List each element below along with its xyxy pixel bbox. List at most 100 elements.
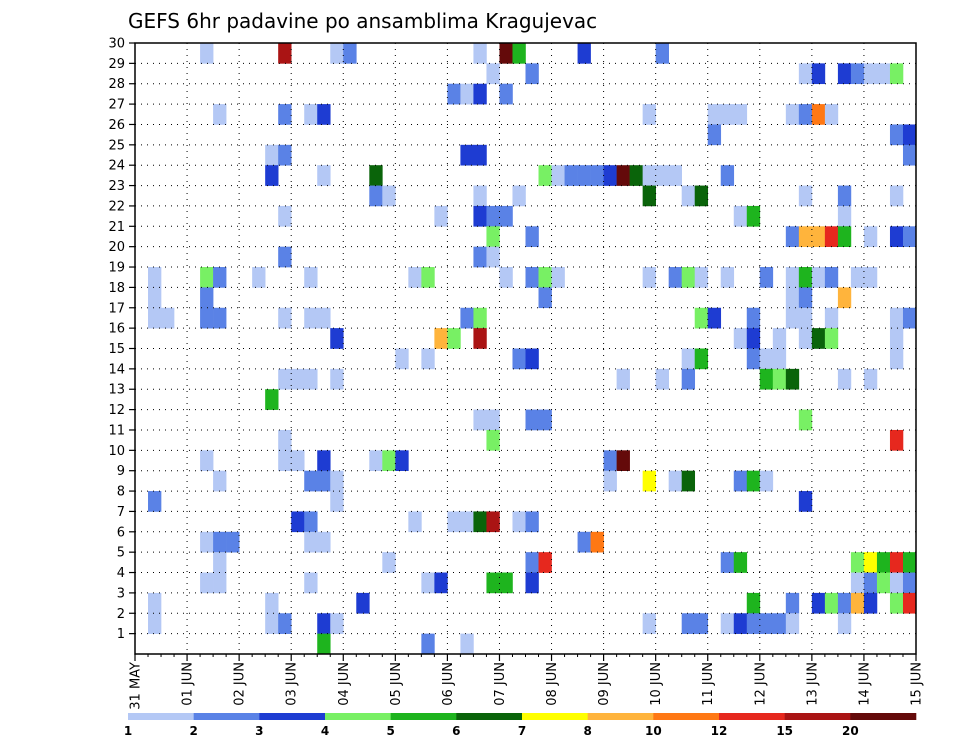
heatmap-cell <box>447 511 461 533</box>
heatmap-cell <box>668 267 682 288</box>
x-tick-label: 05 JUN <box>389 662 404 706</box>
heatmap-cell <box>213 267 227 288</box>
x-tick-label: 07 JUN <box>493 662 508 706</box>
heatmap-cell <box>473 83 487 105</box>
heatmap-cell <box>902 592 917 614</box>
heatmap-cell <box>655 165 669 186</box>
heatmap-cell <box>473 144 487 166</box>
heatmap-cell <box>616 165 630 186</box>
heatmap-cell <box>902 124 917 146</box>
heatmap-cell <box>460 307 474 329</box>
heatmap-cell <box>603 450 617 471</box>
heatmap-cell <box>421 572 435 594</box>
heatmap-cell <box>681 470 696 492</box>
heatmap-cell <box>408 511 422 533</box>
heatmap-cell <box>304 470 318 492</box>
heatmap-cell <box>330 368 344 390</box>
heatmap-cell <box>837 205 852 227</box>
x-tick-label: 09 JUN <box>597 662 612 706</box>
x-tick-label: 31 MAY <box>129 662 144 710</box>
heatmap-cell <box>499 572 513 594</box>
heatmap-cell <box>746 470 761 492</box>
heatmap-cell <box>707 104 722 125</box>
heatmap-cell <box>408 267 422 288</box>
heatmap-cell <box>486 63 500 85</box>
heatmap-cell <box>330 613 344 634</box>
heatmap-cell <box>551 267 565 288</box>
heatmap-cell <box>265 592 279 614</box>
legend-swatch <box>325 713 391 720</box>
heatmap-cell <box>590 531 604 553</box>
heatmap-cell <box>356 592 370 614</box>
heatmap-cell <box>538 267 552 288</box>
legend-swatch <box>522 713 588 720</box>
axes-layer: 1234567891011121314151617181920212223242… <box>108 37 924 710</box>
heatmap-cell <box>499 205 513 227</box>
heatmap-cell <box>291 368 305 390</box>
heatmap-cell <box>330 491 344 512</box>
heatmap-cell <box>889 348 904 370</box>
heatmap-cell <box>720 165 735 186</box>
heatmap-cell <box>681 267 696 288</box>
legend-label: 20 <box>842 724 859 738</box>
grid-layer <box>135 42 916 654</box>
legend-swatch <box>193 713 260 720</box>
legend-swatch <box>128 713 194 720</box>
legend-label: 15 <box>776 724 793 738</box>
heatmap-cell <box>590 165 604 186</box>
heatmap-cell <box>772 613 787 634</box>
heatmap-cell <box>265 389 279 410</box>
heatmap-cell <box>889 124 904 146</box>
heatmap-cell <box>278 104 292 125</box>
heatmap-cell <box>499 43 513 64</box>
heatmap-cell <box>304 511 318 533</box>
heatmap-cell <box>304 531 318 553</box>
heatmap-cell <box>707 124 722 146</box>
heatmap-cell <box>434 205 448 227</box>
heatmap-cell <box>148 491 162 512</box>
y-tick-label: 28 <box>108 77 125 92</box>
heatmap-cell <box>733 613 748 634</box>
x-tick-label: 10 JUN <box>649 662 664 706</box>
heatmap-cell <box>655 368 669 390</box>
heatmap-cell <box>200 450 214 471</box>
heatmap-cell <box>369 185 383 207</box>
heatmap-cell <box>694 185 709 207</box>
heatmap-cell <box>811 63 826 85</box>
heatmap-cell <box>421 633 435 655</box>
heatmap-cell <box>486 246 500 268</box>
heatmap-cell <box>460 511 474 533</box>
heatmap-cell <box>798 226 813 247</box>
heatmap-cell <box>642 470 656 492</box>
heatmap-cell <box>837 368 852 390</box>
heatmap-cell <box>707 307 722 329</box>
heatmap-cell <box>538 287 552 309</box>
legend-swatch <box>653 713 720 720</box>
heatmap-cell <box>486 511 500 533</box>
heatmap-cell <box>148 307 162 329</box>
legend-label: 3 <box>255 724 263 738</box>
heatmap-cell <box>681 185 696 207</box>
heatmap-cell <box>512 511 526 533</box>
heatmap-cell <box>499 83 513 105</box>
heatmap-cell <box>512 185 526 207</box>
x-tick-label: 15 JUN <box>910 662 925 706</box>
y-tick-label: 11 <box>108 423 125 438</box>
heatmap-cell <box>824 267 839 288</box>
heatmap-cell <box>473 205 487 227</box>
heatmap-cell <box>200 307 214 329</box>
heatmap-cell <box>382 552 396 573</box>
heatmap-cell <box>473 511 487 533</box>
heatmap-cell <box>525 348 539 370</box>
heatmap-cell <box>369 165 383 186</box>
x-tick-label: 12 JUN <box>753 662 768 706</box>
heatmap-cell <box>525 226 539 247</box>
heatmap-cell <box>213 531 227 553</box>
heatmap-cell <box>785 592 800 614</box>
heatmap-cell <box>746 613 761 634</box>
cells-layer <box>148 43 917 655</box>
heatmap-cell <box>460 633 474 655</box>
heatmap-cell <box>876 63 891 85</box>
heatmap-cell <box>317 104 331 125</box>
heatmap-cell <box>317 450 331 471</box>
